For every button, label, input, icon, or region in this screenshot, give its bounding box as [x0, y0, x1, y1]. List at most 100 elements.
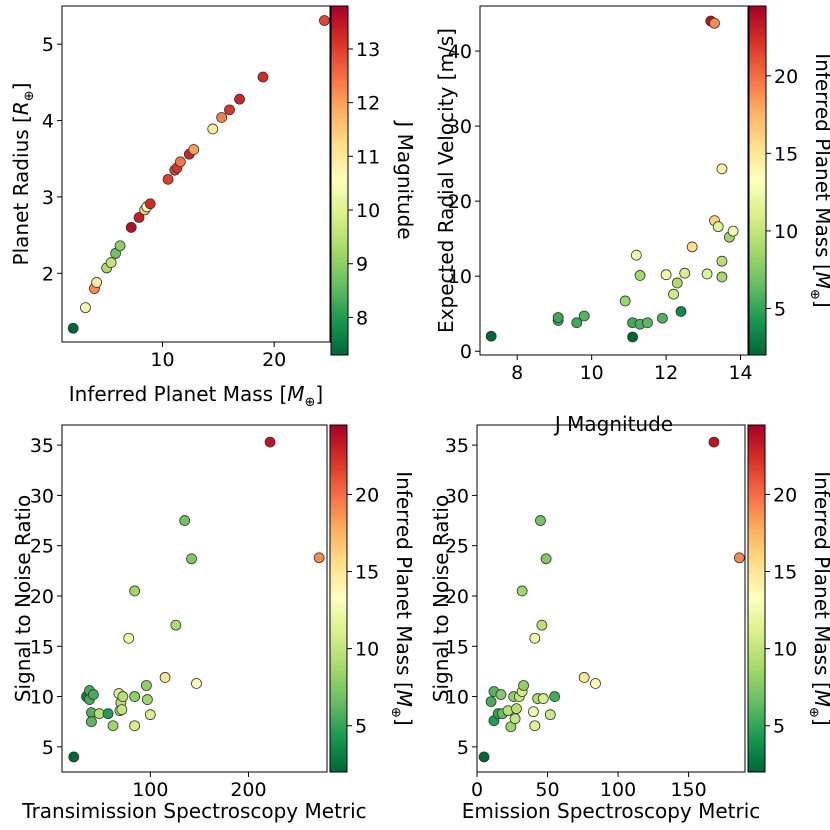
colorbar-tick-label: 13	[356, 39, 380, 61]
y-tick-label: 0	[460, 341, 472, 363]
data-point	[627, 331, 639, 343]
y-tick-label: 5	[457, 737, 469, 759]
data-point	[162, 173, 174, 185]
data-point	[144, 709, 156, 721]
y-tick-label: 30	[448, 116, 472, 138]
data-point	[660, 269, 672, 281]
data-point	[716, 163, 728, 175]
data-point	[630, 249, 642, 261]
data-point	[528, 706, 539, 718]
x-axis-label: J Magnitude	[553, 412, 673, 436]
data-point	[179, 515, 191, 526]
y-tick-label: 40	[448, 41, 472, 63]
data-point	[102, 708, 114, 720]
data-point	[537, 693, 549, 704]
y-tick-label: 5	[42, 34, 54, 56]
data-point	[224, 104, 235, 116]
colorbar-label: J Magnitude	[393, 119, 417, 239]
data-point	[67, 322, 79, 334]
colorbar: 5 10 15 20 Inferred Planet Mass [M⊕]	[747, 424, 830, 773]
colorbar-tick-label: 15	[355, 562, 379, 584]
colorbar-tick-label: 8	[356, 307, 368, 329]
x-tick-label: 50	[535, 779, 559, 801]
data-point	[478, 751, 490, 763]
colorbar-tick-label: 15	[773, 562, 797, 584]
colorbar-frame	[329, 424, 348, 773]
data-point	[578, 672, 590, 683]
colorbar-frame	[747, 424, 766, 773]
colorbar-tick-label: 5	[355, 716, 367, 738]
data-point	[144, 198, 156, 210]
plot-frame	[479, 5, 749, 356]
x-tick-label: 200	[230, 779, 266, 801]
data-point	[571, 317, 583, 329]
plot-frame	[61, 5, 331, 343]
panel-snr-vs-tsm: 100 200 5 10 15 20 25 30 35 Transimission Spectro…	[11, 424, 416, 823]
panel-snr-vs-esm: 0 50 100 150 5 10 15 20 25 30 35 Emission Spectrosc…	[429, 424, 830, 823]
colorbar-tick-label: 20	[774, 66, 798, 88]
colorbar-tick-label: 15	[774, 143, 798, 165]
data-point	[207, 123, 219, 135]
data-point	[485, 330, 497, 342]
data-point	[495, 689, 507, 700]
data-point	[540, 553, 552, 565]
colorbar-label: Inferred Planet Mass [M⊕]	[388, 471, 416, 725]
colorbar-label: Inferred Planet Mass [M⊕]	[806, 471, 830, 725]
colorbar-tick-label: 10	[773, 639, 797, 661]
data-point	[549, 691, 560, 702]
data-point	[529, 632, 541, 644]
x-tick-label: 8	[511, 362, 523, 384]
y-tick-label: 2	[42, 263, 54, 285]
data-point	[656, 312, 668, 324]
y-tick-label: 15	[445, 636, 469, 658]
y-tick-label: 35	[445, 435, 469, 457]
y-tick-label: 30	[445, 485, 469, 507]
data-point	[319, 15, 330, 26]
data-point	[141, 680, 152, 691]
data-point	[129, 585, 141, 597]
x-tick-label: 10	[580, 362, 604, 384]
data-point	[174, 156, 186, 168]
data-point	[642, 317, 653, 329]
data-point	[86, 716, 97, 728]
y-axis-label: Planet Radius [R⊕]	[9, 83, 37, 266]
x-axis-label: Transimission Spectroscopy Metric	[21, 799, 366, 823]
data-point	[133, 212, 145, 223]
colorbar-tick-label: 10	[355, 639, 379, 661]
y-axis-label: Signal to Noise Ratio	[11, 495, 35, 702]
data-point	[675, 306, 687, 317]
data-point	[712, 221, 724, 233]
x-tick-label: 150	[670, 779, 706, 801]
y-tick-label: 20	[445, 586, 469, 608]
x-tick-label: 12	[654, 362, 678, 384]
plot-frame	[61, 424, 328, 773]
plot-frame	[476, 424, 746, 773]
colorbar-tick-label: 12	[356, 93, 380, 115]
data-point	[91, 277, 103, 288]
y-tick-label: 20	[30, 586, 54, 608]
data-point	[129, 691, 141, 702]
data-point	[159, 672, 171, 683]
x-tick-label: 20	[262, 349, 286, 371]
data-point	[257, 71, 269, 83]
data-point	[727, 225, 739, 237]
data-point	[578, 310, 590, 322]
y-tick-label: 25	[30, 536, 54, 558]
data-point	[313, 552, 325, 564]
data-point	[716, 255, 728, 267]
data-point	[671, 277, 683, 289]
colorbar-gradient	[331, 6, 348, 355]
panel-rv-vs-jmag: 8 10 12 14 0 10 20 30 40 J Magnitude Expected Radi…	[434, 5, 830, 436]
colorbar: 5 10 15 20 Inferred Planet Mass [M⊕]	[329, 424, 416, 773]
colorbar-tick-label: 9	[356, 254, 368, 276]
data-point	[535, 515, 546, 526]
data-point	[88, 689, 99, 700]
colorbar-tick-label: 10	[356, 200, 380, 222]
y-tick-label: 10	[445, 687, 469, 709]
x-tick-label: 100	[132, 779, 168, 801]
data-point	[536, 619, 548, 631]
data-point	[708, 436, 720, 448]
y-tick-label: 25	[445, 536, 469, 558]
data-point	[634, 270, 646, 281]
data-point	[511, 703, 522, 715]
